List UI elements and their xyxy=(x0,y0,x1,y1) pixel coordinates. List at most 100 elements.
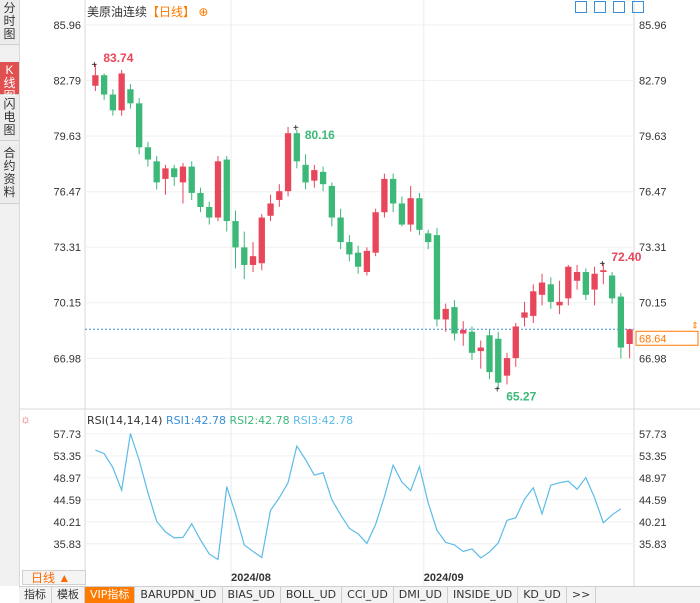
price-tick-right: 85.96 xyxy=(639,20,667,32)
settings-icon[interactable]: ☼ xyxy=(20,412,31,426)
rsi-tick-right: 35.83 xyxy=(639,539,667,551)
candle-body xyxy=(346,242,353,255)
candle-body xyxy=(556,301,563,306)
candle-body xyxy=(503,358,511,376)
indicator-tab[interactable]: INSIDE_UD xyxy=(448,587,519,603)
candle-body xyxy=(337,217,344,243)
crosshair-icon[interactable] xyxy=(594,1,606,13)
candle-body xyxy=(127,89,134,104)
candle-body xyxy=(381,178,388,213)
candle-body xyxy=(582,271,589,295)
candle-body xyxy=(372,212,379,253)
indicator-tab[interactable]: VIP指标 xyxy=(85,587,136,603)
tab-timeshare[interactable]: 分时图 xyxy=(0,0,19,45)
candle-body xyxy=(223,159,230,222)
indicator-tab[interactable]: DMI_UD xyxy=(394,587,449,603)
price-tick-right: 76.47 xyxy=(639,187,667,199)
rsi-series xyxy=(95,433,622,561)
instrument-title: 美原油连续 xyxy=(87,5,148,19)
candle-body xyxy=(530,291,537,316)
layout-icon[interactable] xyxy=(632,1,644,13)
indicator-tab[interactable]: 模板 xyxy=(52,587,85,603)
candle-body xyxy=(617,296,625,348)
candle-body xyxy=(171,168,178,178)
price-tick-left: 66.98 xyxy=(53,353,81,365)
indicator-tab[interactable]: BARUPDN_UD xyxy=(135,587,223,603)
candle-body xyxy=(468,331,476,353)
rsi-legend-3: RSI3:42.78 xyxy=(293,414,354,427)
indicator-tab[interactable]: BOLL_UD xyxy=(281,587,343,603)
candle-body xyxy=(591,273,598,290)
tab-contract-info[interactable]: 合约资料 xyxy=(0,145,19,204)
candle-body xyxy=(319,171,327,185)
candle-body xyxy=(232,221,239,248)
candle-body xyxy=(512,326,519,359)
price-tick-left: 70.15 xyxy=(53,298,81,310)
candle-body xyxy=(188,166,195,193)
candle-body xyxy=(293,133,300,162)
extreme-label: 72.40 xyxy=(611,250,641,264)
tab-kline[interactable]: K线图 xyxy=(0,62,19,103)
price-annotations: +83.74 + 80.16 + 65.27 +72.40 xyxy=(91,51,641,403)
rsi-legend-main: RSI(14,14,14) xyxy=(87,414,163,427)
last-price-box xyxy=(635,330,699,346)
candle-body xyxy=(433,235,441,320)
add-favorite-icon[interactable]: ⊕ xyxy=(198,5,209,19)
last-price-label: 68.64 xyxy=(639,333,667,345)
price-tick-right: 82.79 xyxy=(639,76,667,88)
rsi-tick-left: 44.59 xyxy=(53,495,81,507)
indicator-tab[interactable]: KD_UD xyxy=(518,587,567,603)
candle-body xyxy=(363,250,371,272)
period-selector[interactable]: 日线 ▲ xyxy=(22,570,86,585)
rsi-tick-right: 44.59 xyxy=(639,495,667,507)
rsi-tick-right: 48.97 xyxy=(639,473,667,485)
candle-body xyxy=(495,338,502,383)
extreme-label: 65.27 xyxy=(506,389,536,403)
candle-body xyxy=(460,329,467,334)
indicator-tab[interactable]: >> xyxy=(567,587,597,603)
candle-body xyxy=(241,247,248,265)
price-axis-right: 85.96 82.79 79.63 76.47 73.31 70.15 66.98 57.73… xyxy=(635,20,699,551)
candle-body xyxy=(398,203,406,225)
tab-flash-chart[interactable]: 闪电图 xyxy=(0,96,19,141)
candle-body xyxy=(249,256,257,265)
candle-body xyxy=(284,133,292,192)
candle-body xyxy=(451,307,458,334)
candle-body xyxy=(538,282,546,295)
candle-body xyxy=(573,271,581,281)
price-tick-right: 79.63 xyxy=(639,131,667,143)
price-tick-left: 85.96 xyxy=(53,20,81,32)
rsi-tick-right: 40.21 xyxy=(639,517,667,529)
extreme-marker: + xyxy=(293,123,299,134)
candle-body xyxy=(197,192,204,207)
price-tick-left: 73.31 xyxy=(53,242,81,254)
indicator-tab[interactable]: 指标 xyxy=(19,587,52,603)
fullscreen-icon[interactable] xyxy=(575,1,587,13)
zoom-fit-icon[interactable] xyxy=(613,1,625,13)
indicator-tab[interactable]: BIAS_UD xyxy=(223,587,281,603)
price-tick-left: 79.63 xyxy=(53,131,81,143)
candle-body xyxy=(521,312,528,318)
candle-body xyxy=(206,206,213,218)
candle-body xyxy=(214,161,222,218)
candle-body xyxy=(354,252,362,267)
chart-title-bar: 美原油连续【日线】 ⊕ xyxy=(87,3,208,20)
time-axis: 2024/08 2024/09 xyxy=(231,572,463,584)
extreme-marker: + xyxy=(494,384,500,395)
rsi-legend-1: RSI1:42.78 xyxy=(165,414,227,427)
candle-body xyxy=(92,75,99,86)
candle-body xyxy=(109,94,117,111)
indicator-tab[interactable]: CCI_UD xyxy=(342,587,394,603)
candle-body xyxy=(302,164,309,183)
rsi-tick-left: 48.97 xyxy=(53,473,81,485)
extreme-label: 80.16 xyxy=(305,128,335,142)
candle-body xyxy=(118,73,125,111)
rsi-tick-right: 53.35 xyxy=(639,451,667,463)
candle-body xyxy=(144,147,152,160)
candle-body xyxy=(600,270,607,272)
rsi-tick-left: 57.73 xyxy=(53,429,81,441)
price-tick-left: 82.79 xyxy=(53,76,81,88)
price-tick-right: 73.31 xyxy=(639,242,667,254)
candle-body xyxy=(136,103,143,148)
